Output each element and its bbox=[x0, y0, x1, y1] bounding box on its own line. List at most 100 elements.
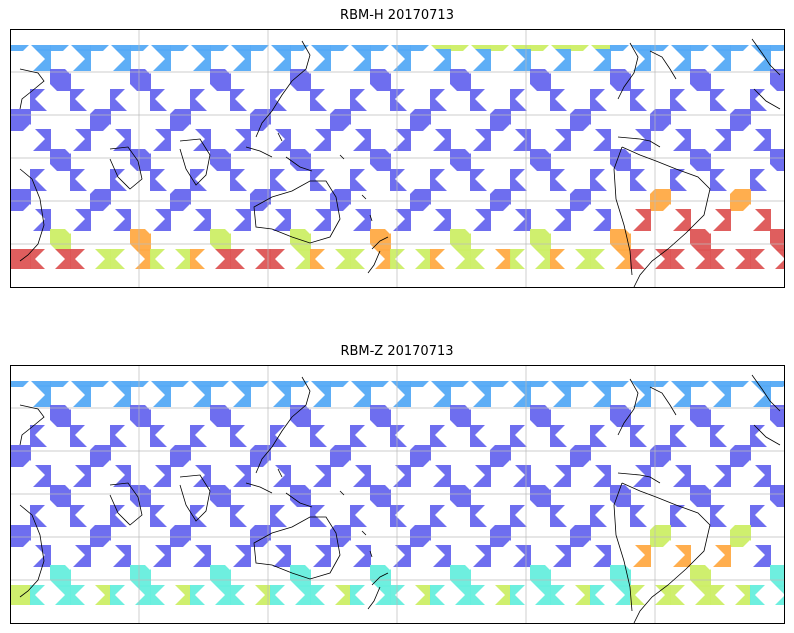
gap-cell bbox=[595, 84, 625, 114]
swath-cell bbox=[250, 189, 271, 211]
gap-cell bbox=[135, 124, 165, 154]
swath-cell bbox=[570, 189, 591, 211]
swath-cell bbox=[210, 405, 231, 427]
coastline bbox=[617, 136, 661, 148]
gap-cell bbox=[475, 580, 505, 610]
swath-cell bbox=[770, 485, 785, 507]
swath-cell bbox=[290, 69, 311, 91]
swath-cell bbox=[770, 565, 785, 587]
gap-cell bbox=[235, 500, 265, 530]
swath-cell bbox=[10, 109, 31, 131]
gap-cell bbox=[355, 164, 385, 194]
gap-cell bbox=[175, 460, 205, 490]
gap-cell bbox=[95, 540, 125, 570]
swath-cell bbox=[50, 485, 71, 507]
swath-cell bbox=[490, 189, 511, 211]
coastline bbox=[617, 42, 639, 100]
gap-cell bbox=[555, 244, 585, 274]
gap-cell bbox=[395, 164, 425, 194]
swath-cell bbox=[410, 189, 431, 211]
gap-cell bbox=[215, 204, 245, 234]
gap-cell bbox=[35, 500, 65, 530]
gap-cell bbox=[655, 460, 685, 490]
gap-cell bbox=[415, 44, 445, 74]
gap-cell bbox=[295, 460, 325, 490]
swath-cell bbox=[210, 149, 231, 171]
gap-cell bbox=[315, 500, 345, 530]
gap-cell bbox=[595, 500, 625, 530]
gap-cell bbox=[475, 420, 505, 450]
gap-cell bbox=[655, 540, 685, 570]
no-data-band bbox=[10, 365, 785, 381]
swath-cell bbox=[450, 405, 471, 427]
gap-cell bbox=[655, 44, 685, 74]
coastline bbox=[613, 146, 711, 288]
gap-cell bbox=[695, 540, 725, 570]
gap-cell bbox=[615, 204, 645, 234]
gap-cell bbox=[355, 84, 385, 114]
gap-cell bbox=[375, 124, 405, 154]
gap-cell bbox=[75, 164, 105, 194]
gap-cell bbox=[515, 244, 545, 274]
gap-cell bbox=[75, 84, 105, 114]
gap-cell bbox=[435, 420, 465, 450]
gap-cell bbox=[755, 244, 785, 274]
swath-cell bbox=[410, 109, 431, 131]
coastline bbox=[617, 378, 639, 436]
gap-cell bbox=[535, 460, 565, 490]
swath-cell bbox=[330, 189, 351, 211]
coastline bbox=[179, 474, 211, 522]
gap-cell bbox=[555, 420, 585, 450]
gap-cell bbox=[75, 420, 105, 450]
swath-cell bbox=[10, 445, 31, 467]
gap-cell bbox=[355, 580, 385, 610]
gap-cell bbox=[55, 124, 85, 154]
swath-cell bbox=[410, 525, 431, 547]
swath-cell bbox=[10, 249, 31, 271]
coastline bbox=[339, 490, 373, 558]
coastline bbox=[179, 138, 211, 186]
gap-cell bbox=[235, 164, 265, 194]
gap-cell bbox=[575, 44, 605, 74]
gap-cell bbox=[455, 380, 485, 410]
gap-cell bbox=[495, 124, 525, 154]
map-frame bbox=[10, 365, 785, 624]
gap-cell bbox=[15, 44, 45, 74]
gap-cell bbox=[755, 420, 785, 450]
swath-cell bbox=[730, 525, 751, 547]
gap-cell bbox=[735, 540, 765, 570]
gap-cell bbox=[455, 540, 485, 570]
gap-cell bbox=[135, 380, 165, 410]
gap-cell bbox=[635, 420, 665, 450]
swath-cell bbox=[370, 69, 391, 91]
gap-cell bbox=[115, 84, 145, 114]
coastline bbox=[255, 40, 311, 138]
gap-cell bbox=[635, 84, 665, 114]
swath-cell bbox=[450, 565, 471, 587]
gap-cell bbox=[215, 124, 245, 154]
gap-cell bbox=[235, 580, 265, 610]
gap-cell bbox=[255, 124, 285, 154]
swath-cell bbox=[250, 445, 271, 467]
gap-cell bbox=[715, 244, 745, 274]
swath-cell bbox=[330, 109, 351, 131]
gap-cell bbox=[615, 540, 645, 570]
gap-cell bbox=[255, 540, 285, 570]
gap-cell bbox=[435, 244, 465, 274]
gap-cell bbox=[775, 545, 785, 565]
gap-cell bbox=[515, 500, 545, 530]
swath-cell bbox=[50, 405, 71, 427]
gap-cell bbox=[115, 244, 145, 274]
swath-cell bbox=[290, 149, 311, 171]
gap-cell bbox=[255, 460, 285, 490]
gap-cell bbox=[395, 420, 425, 450]
swath-cell bbox=[610, 565, 631, 587]
gap-cell bbox=[435, 164, 465, 194]
coastline bbox=[255, 376, 311, 474]
gap-cell bbox=[55, 204, 85, 234]
gap-cell bbox=[695, 44, 725, 74]
swath-cell bbox=[530, 229, 551, 251]
gap-cell bbox=[715, 580, 745, 610]
gap-cell bbox=[655, 124, 685, 154]
gridlines bbox=[10, 365, 785, 624]
